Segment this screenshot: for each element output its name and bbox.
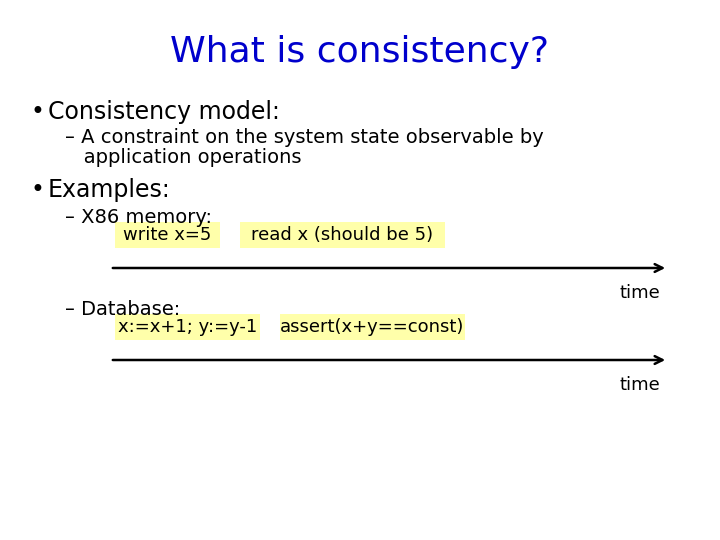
- FancyBboxPatch shape: [280, 314, 465, 340]
- Text: •: •: [30, 178, 44, 202]
- Text: – A constraint on the system state observable by: – A constraint on the system state obser…: [65, 128, 544, 147]
- Text: What is consistency?: What is consistency?: [171, 35, 549, 69]
- Text: time: time: [619, 284, 660, 302]
- Text: – X86 memory:: – X86 memory:: [65, 208, 212, 227]
- Text: read x (should be 5): read x (should be 5): [251, 226, 433, 244]
- Text: write x=5: write x=5: [123, 226, 212, 244]
- Text: Consistency model:: Consistency model:: [48, 100, 280, 124]
- Text: •: •: [30, 100, 44, 124]
- FancyBboxPatch shape: [240, 222, 445, 248]
- Text: application operations: application operations: [65, 148, 302, 167]
- FancyBboxPatch shape: [115, 314, 260, 340]
- Text: time: time: [619, 376, 660, 394]
- Text: assert(x+y==const): assert(x+y==const): [280, 318, 464, 336]
- Text: Examples:: Examples:: [48, 178, 171, 202]
- Text: x:=x+1; y:=y-1: x:=x+1; y:=y-1: [118, 318, 257, 336]
- Text: – Database:: – Database:: [65, 300, 180, 319]
- FancyBboxPatch shape: [115, 222, 220, 248]
